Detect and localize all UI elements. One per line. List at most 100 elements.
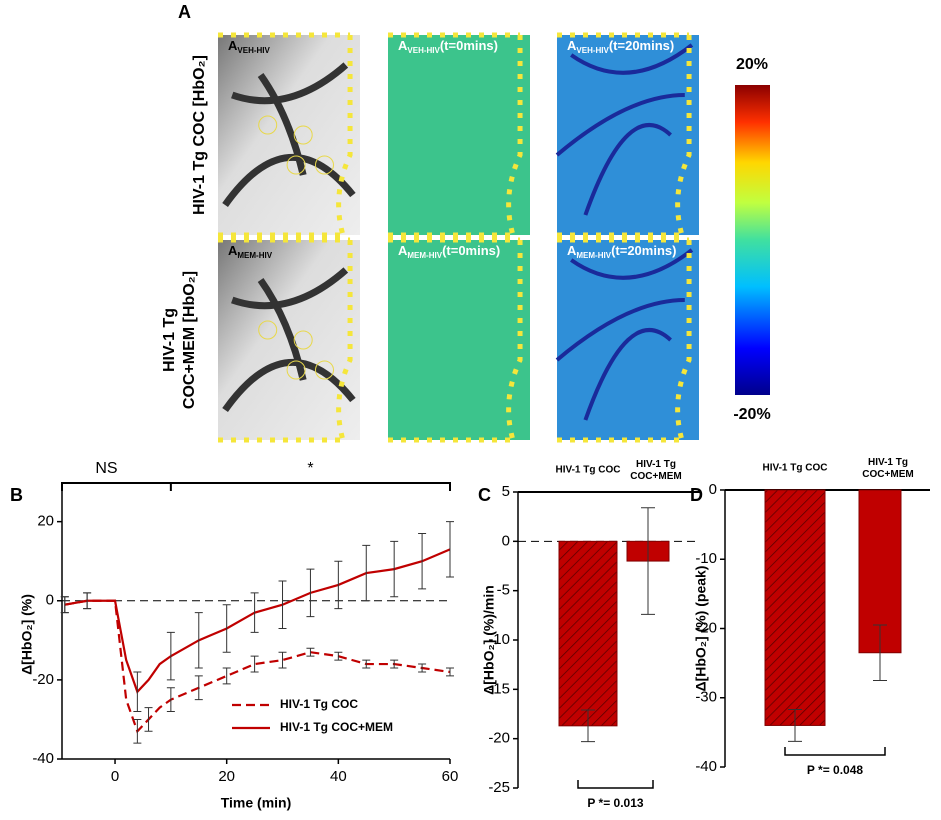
panel-letter: C: [478, 485, 491, 505]
border: [557, 32, 692, 238]
error-bar: [144, 707, 153, 732]
significance-bracket: [784, 747, 886, 756]
significance-bracket: [577, 780, 654, 789]
vessel: [231, 267, 349, 310]
roi: [315, 360, 334, 380]
error-bar: [250, 592, 259, 633]
panel-letter: D: [690, 485, 703, 505]
roi: [286, 360, 306, 380]
image-label-sub: MEM-HIV: [407, 251, 442, 260]
category-label-line: HIV-1 Tg: [636, 459, 676, 470]
error-bar: [306, 647, 315, 657]
vessel: [583, 328, 672, 421]
image-label-suffix: (t=0mins): [440, 38, 498, 53]
y-tick-label: -10: [488, 631, 510, 648]
image: [388, 35, 530, 235]
vessel: [231, 62, 349, 105]
error-bar: [362, 544, 371, 602]
y-tick-label: -20: [488, 730, 510, 747]
y-tick-label: 0: [46, 592, 54, 609]
y-tick-label: -5: [497, 582, 510, 599]
colorbar: [735, 85, 770, 395]
image-label-main: A: [567, 38, 577, 53]
error-bar: [390, 540, 399, 598]
image-label-suffix: (t=20mins): [611, 243, 676, 258]
image-label-main: A: [398, 38, 408, 53]
image-label-main: A: [567, 243, 577, 258]
y-axis-label: Δ[HbO₂] (%): [19, 594, 35, 675]
error-bar: [222, 604, 231, 653]
image: [388, 240, 530, 440]
y-tick-label: -15: [488, 680, 510, 697]
error-bar: [362, 659, 371, 669]
legend-label: HIV-1 Tg COC+MEM: [280, 720, 393, 734]
panel-a: A 20% -20%: [178, 2, 771, 423]
row-label: HIV-1 Tg: [161, 308, 178, 372]
error-bar: [166, 631, 175, 681]
error-bar: [873, 624, 887, 681]
error-bar: [194, 675, 203, 701]
roi: [315, 155, 334, 175]
vessel: [222, 154, 356, 208]
y-tick-label: -40: [32, 750, 54, 767]
error-bar: [133, 671, 142, 713]
bar: [764, 489, 826, 726]
y-axis-label: Δ[HbO₂] (%)/min: [481, 585, 497, 695]
image-label: AMEM-HIV: [228, 243, 273, 260]
colorbar-min: -20%: [733, 406, 770, 423]
roi: [258, 115, 278, 135]
legend-label: HIV-1 Tg COC: [280, 697, 358, 711]
roi: [293, 125, 313, 145]
error-bar: [581, 709, 595, 743]
y-tick-label: -20: [32, 671, 54, 688]
error-bar: [418, 663, 427, 673]
annotation: NS: [95, 460, 117, 477]
y-tick-label: -10: [695, 550, 717, 567]
colorbar-max: 20%: [736, 56, 768, 73]
x-tick-label: 20: [218, 768, 235, 785]
panel-letter: A: [178, 2, 191, 22]
error-bar: [133, 718, 142, 744]
image-label-sub: MEM-HIV: [237, 251, 272, 260]
x-axis-label: Time (min): [221, 795, 292, 811]
error-bar: [446, 521, 454, 578]
error-bar: [334, 560, 343, 610]
y-tick-label: -40: [695, 758, 717, 775]
error-bar: [194, 612, 203, 669]
category-label-line: HIV-1 Tg: [868, 457, 908, 468]
y-tick-label: 0: [709, 481, 717, 498]
annotation: P *= 0.048: [807, 763, 863, 777]
annotation: *: [307, 460, 313, 477]
category-label: HIV-1 Tg COC: [762, 463, 827, 474]
error-bar: [166, 687, 175, 713]
vessel: [257, 277, 307, 381]
error-bar: [334, 651, 343, 661]
image-label: AVEH-HIV(t=0mins): [398, 38, 498, 55]
image-label-suffix: (t=20mins): [609, 38, 674, 53]
border: [388, 32, 523, 238]
y-tick-label: 0: [502, 532, 510, 549]
y-axis-label: Δ[HbO₂] (%) (peak): [693, 566, 709, 692]
y-tick-label: -25: [488, 779, 510, 796]
border: [557, 237, 692, 443]
image-label: AVEH-HIV: [228, 38, 271, 55]
border: [218, 32, 353, 238]
image-label-sub: VEH-HIV: [407, 46, 440, 55]
panel-letter: B: [10, 485, 23, 505]
image-label: AMEM-HIV(t=0mins): [398, 243, 500, 260]
y-tick-label: 20: [37, 513, 54, 530]
error-bar: [60, 596, 69, 614]
image-label-suffix: (t=0mins): [442, 243, 500, 258]
y-tick-label: 5: [502, 483, 510, 500]
border: [388, 237, 523, 443]
category-label: HIV-1 Tg COC+MEM: [630, 459, 681, 482]
category-label-line: COC+MEM: [630, 471, 681, 482]
roi: [286, 155, 306, 175]
error-bar: [250, 655, 259, 673]
x-tick-label: 60: [442, 768, 459, 785]
series-line: [64, 599, 451, 734]
bracket: [61, 482, 451, 491]
error-bar: [788, 709, 802, 742]
vessel: [570, 248, 694, 280]
